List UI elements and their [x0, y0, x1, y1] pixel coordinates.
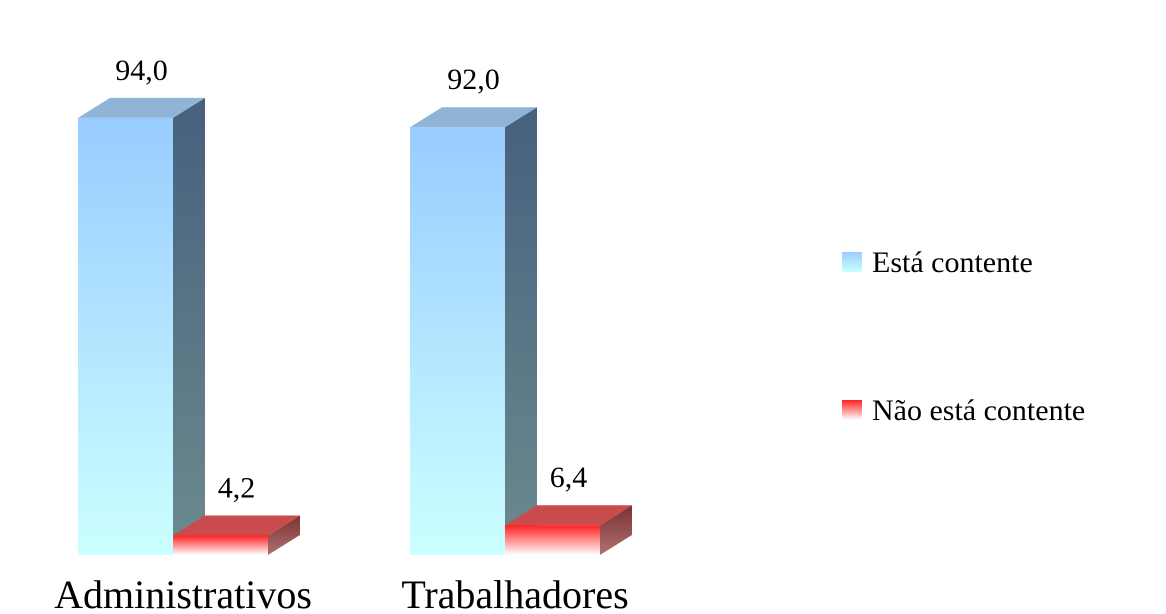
- bar-top: [505, 505, 632, 526]
- bar-nao-esta-contente-0: [173, 515, 300, 555]
- data-label: 92,0: [447, 63, 500, 96]
- bar-esta-contente-0: [78, 97, 205, 556]
- bar-front: [78, 117, 173, 556]
- bar-front: [173, 535, 268, 555]
- data-label: 6,4: [550, 461, 588, 494]
- bar-front: [410, 127, 505, 555]
- data-label: 4,2: [218, 471, 256, 504]
- legend-item: Está contente: [842, 246, 1033, 279]
- bar-top: [410, 107, 537, 128]
- legend-label: Não está contente: [872, 394, 1085, 427]
- bar-side: [268, 515, 300, 555]
- legend-swatch: [842, 400, 862, 420]
- bar-side: [173, 97, 205, 556]
- category-label: Administrativos: [54, 572, 312, 614]
- bar-nao-esta-contente-1: [505, 505, 632, 555]
- category-label: Trabalhadores: [401, 572, 628, 614]
- legend-label: Está contente: [872, 246, 1033, 279]
- data-label: 94,0: [115, 54, 168, 87]
- bar-front: [505, 525, 600, 555]
- legend: Está contente Não está contente: [842, 246, 1085, 427]
- legend-swatch: [842, 252, 862, 272]
- labels-layer: 94,0 92,0 4,2 6,4 Administrativos Trabalhador…: [54, 54, 629, 614]
- bar-side: [505, 107, 537, 555]
- bar-top: [78, 97, 205, 118]
- bar-top: [173, 515, 300, 536]
- bar-side: [600, 505, 632, 555]
- bar-esta-contente-1: [410, 107, 537, 555]
- bars-layer: [78, 97, 632, 556]
- legend-item: Não está contente: [842, 394, 1085, 427]
